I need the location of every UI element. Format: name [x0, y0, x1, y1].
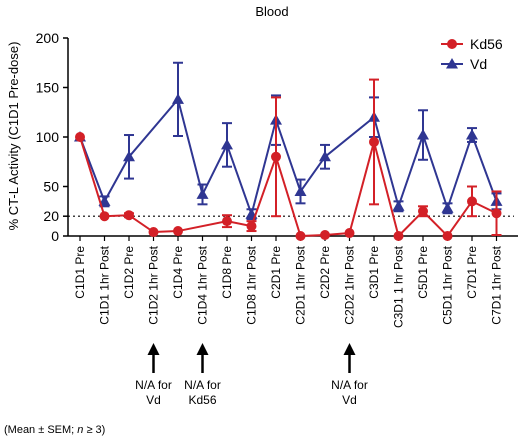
- x-tick-label: C2D1 Pre: [269, 246, 283, 299]
- data-point: [392, 200, 405, 211]
- legend-marker: [446, 58, 458, 69]
- data-point: [491, 208, 502, 219]
- data-point: [196, 188, 209, 199]
- y-axis: 0 20 50 100 150 200: [36, 30, 69, 244]
- legend-entry-vd: Vd: [441, 56, 487, 72]
- data-point: [442, 231, 453, 241]
- series-line: [79, 136, 497, 238]
- annotation-text: Kd56: [188, 393, 216, 407]
- x-tick-label: C1D1 Pre: [73, 246, 87, 299]
- data-point: [369, 136, 379, 147]
- y-tick-label: 150: [36, 80, 60, 96]
- series-layer: [74, 61, 503, 241]
- data-point: [295, 231, 306, 241]
- data-point: [172, 93, 184, 104]
- x-tick-label: C1D8 1hr Post: [245, 245, 259, 324]
- data-point: [441, 202, 454, 213]
- data-point: [344, 228, 355, 239]
- x-tick-label: C1D4 1hr Post: [196, 245, 210, 324]
- x-tick-label: C3D1 Pre: [367, 246, 381, 299]
- x-tick-label: C7D1 1hr Post: [490, 245, 504, 324]
- x-axis: C1D1 Pre C1D1 1hr Post C1D2 Pre C1D2 1hr Po…: [68, 235, 518, 328]
- series-line: [79, 97, 498, 218]
- data-point: [222, 216, 232, 227]
- x-tick-label: C2D2 Pre: [318, 246, 332, 299]
- legend-marker: [447, 39, 457, 49]
- data-point: [148, 227, 159, 238]
- arrow-head: [343, 343, 356, 355]
- data-point: [75, 132, 85, 142]
- legend-label: Vd: [470, 56, 487, 72]
- x-tick-label: C2D2 1hr Post: [343, 245, 357, 324]
- data-point: [123, 150, 135, 162]
- legend-entry-kd56: Kd56: [441, 36, 503, 52]
- legend: Kd56 Vd: [441, 36, 503, 72]
- y-tick-label: 200: [36, 30, 60, 46]
- annotation-text: Vd: [342, 393, 357, 407]
- data-point: [393, 231, 404, 241]
- footnote: (Mean ± SEM; n ≥ 3): [4, 424, 105, 436]
- x-tick-label: C1D8 Pre: [220, 246, 234, 299]
- data-point: [467, 196, 477, 207]
- x-tick-label: C2D1 1hr Post: [294, 245, 308, 324]
- data-point: [99, 211, 110, 222]
- arrow-head: [147, 343, 160, 355]
- y-tick-label: 100: [36, 129, 60, 145]
- x-tick-label: C3D1 1 hr Post: [392, 245, 406, 328]
- arrow-head: [196, 343, 209, 355]
- data-point: [294, 185, 307, 196]
- x-tick-label: C5D1 1hr Post: [441, 245, 455, 324]
- y-axis-label: % CT-L Activity (C1D1 Pre-dose): [6, 42, 21, 231]
- data-point: [320, 230, 330, 241]
- data-point: [466, 129, 478, 140]
- annotation-text: N/A for: [331, 378, 368, 392]
- y-tick-label: 50: [43, 179, 59, 195]
- annotation-text: N/A for: [135, 378, 172, 392]
- chart-title: Blood: [255, 4, 288, 19]
- y-tick-label: 0: [51, 228, 59, 244]
- data-point: [319, 150, 331, 162]
- data-point: [271, 151, 281, 162]
- data-point: [418, 206, 428, 217]
- x-tick-label: C1D1 1hr Post: [98, 245, 112, 324]
- x-tick-label: C5D1 Pre: [416, 246, 430, 299]
- data-point: [417, 129, 429, 140]
- annotation-text: Vd: [146, 393, 161, 407]
- annotation-text: N/A for: [184, 378, 221, 392]
- x-tick-label: C7D1 Pre: [465, 246, 479, 299]
- x-tick-label: C1D4 Pre: [171, 246, 185, 299]
- series-kd56: [75, 78, 502, 241]
- data-point: [173, 226, 183, 237]
- data-point: [124, 210, 134, 221]
- data-point: [221, 138, 233, 150]
- data-point: [246, 221, 257, 232]
- x-tick-label: C1D2 Pre: [122, 246, 136, 299]
- legend-label: Kd56: [470, 36, 503, 52]
- y-tick-label: 20: [43, 208, 59, 224]
- x-tick-label: C1D2 1hr Post: [147, 245, 161, 324]
